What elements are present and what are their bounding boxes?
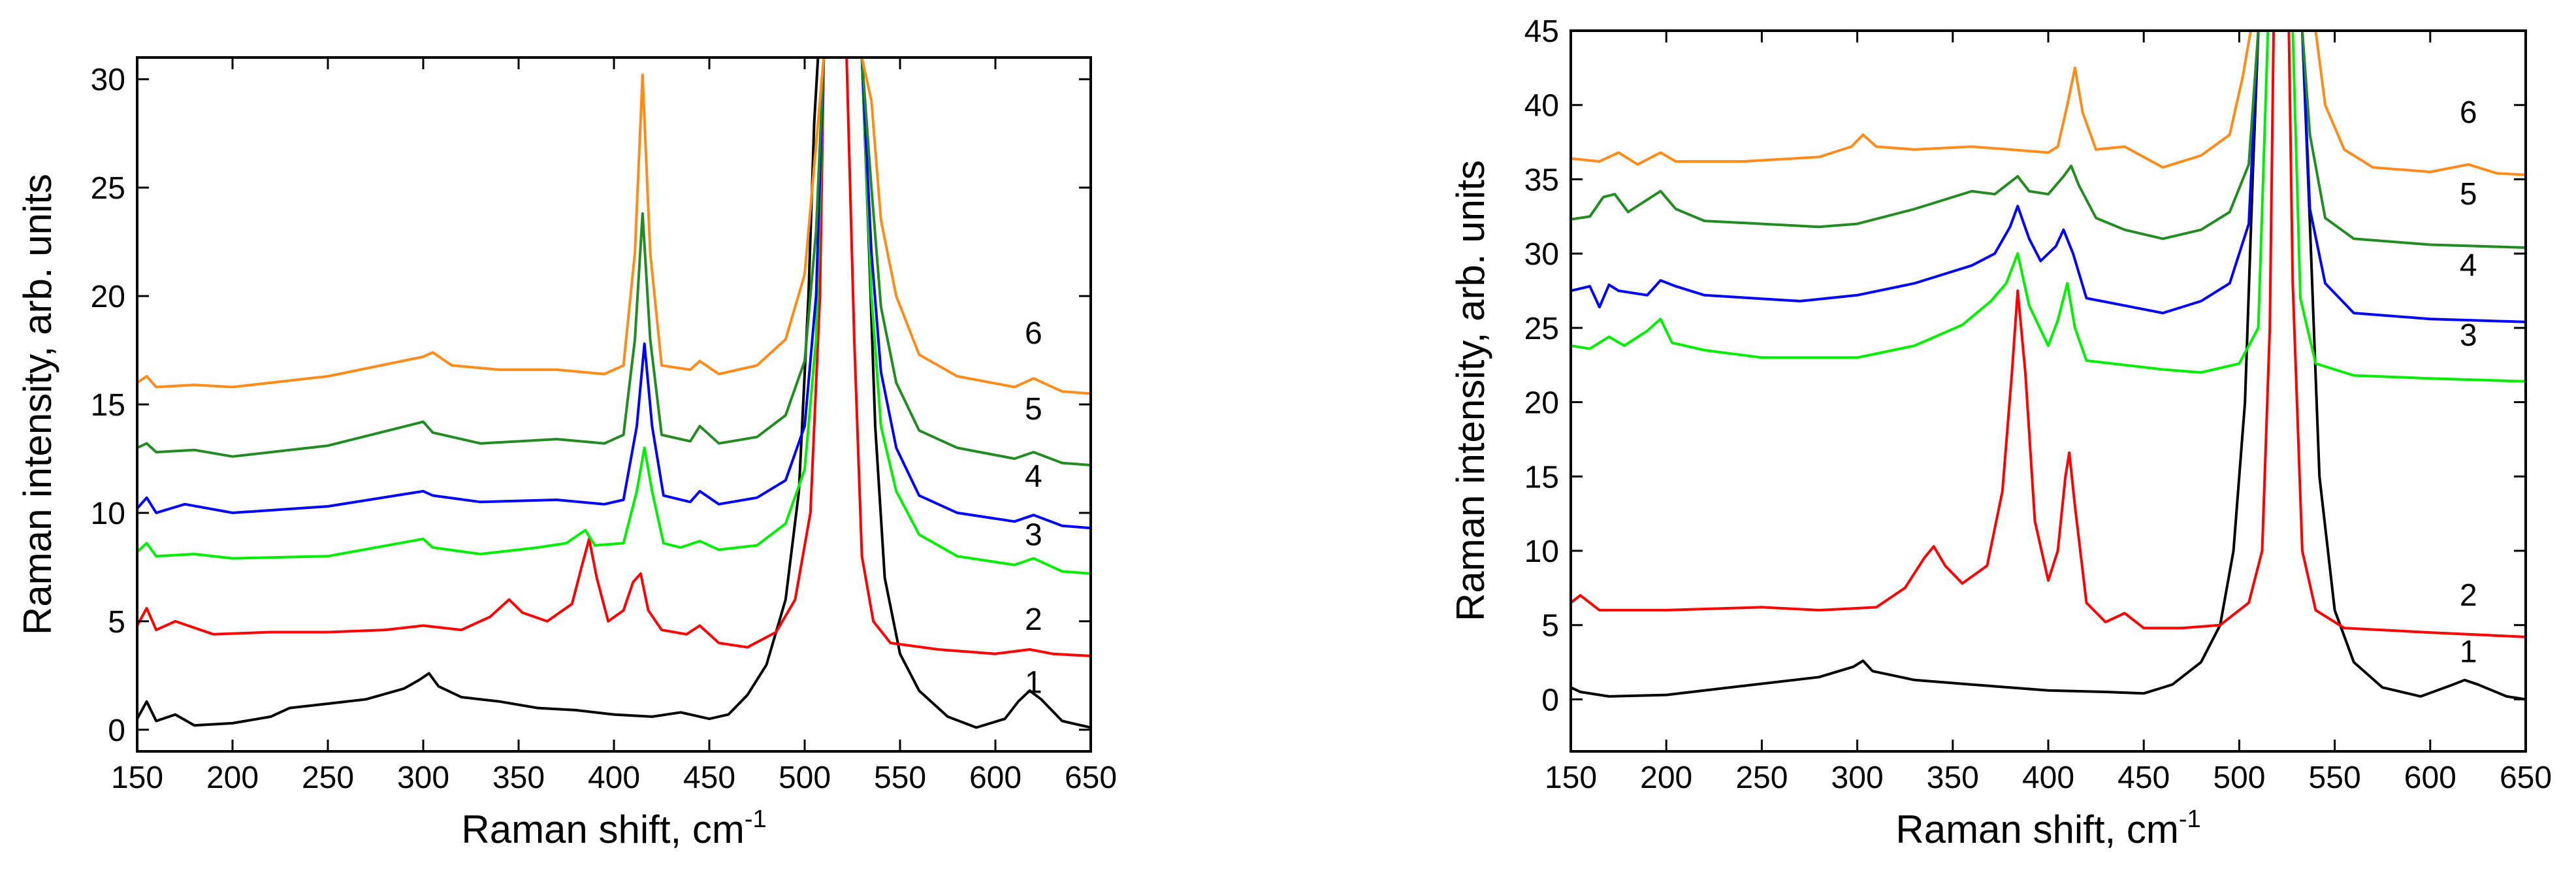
y-tick-label-left-30: 30 [91,63,125,97]
y-tick-label-right-25: 25 [1524,312,1559,346]
x-tick-label-right-650: 650 [2500,761,2552,795]
chart-left: 150 200 250 300 350 400 450 500 550 600 6500510152… [16,56,1117,851]
x-tick-label-right-450: 450 [2117,761,2170,795]
series-left-1 [137,57,1091,729]
x-tick-label-right-300: 300 [1831,761,1884,795]
y-tick-label-right-45: 45 [1524,14,1559,49]
y-axis-title-right: Raman intensity, arb. units [1449,160,1492,621]
series-right-5 [1571,31,2526,249]
curve-labels-right: 1 2 3 4 5 6 [2460,95,2477,670]
ticks-left: 150 200 250 300 350 400 450 500 550 600 6500510152… [91,57,1117,795]
curve-label-left-5: 5 [1025,392,1042,427]
y-tick-label-right-0: 0 [1541,683,1559,717]
y-tick-label-left-25: 25 [91,171,125,206]
curve-label-right-1: 1 [2460,635,2477,670]
y-tick-label-right-30: 30 [1524,237,1559,272]
ticks-right: 150 200 250 300 350 400 450 500 550 600 6500510152… [1524,14,2552,795]
y-tick-label-right-5: 5 [1541,609,1559,644]
curve-label-left-6: 6 [1025,316,1042,351]
series-left-6 [137,57,1091,395]
x-tick-label-left-650: 650 [1065,761,1117,795]
x-axis-title-right: Raman shift, cm-1 [1895,806,2200,851]
curve-label-right-5: 5 [2460,177,2477,212]
y-axis-title-left: Raman intensity, arb. units [16,174,59,635]
x-tick-label-right-250: 250 [1735,761,1788,795]
x-tick-label-left-300: 300 [397,761,449,795]
curve-label-left-2: 2 [1025,602,1042,637]
series-right-2 [1571,31,2526,638]
x-axis-title-left: Raman shift, cm-1 [461,806,766,851]
curve-labels-left: 1 2 3 4 5 6 [1025,316,1042,700]
series-right-6 [1571,31,2526,176]
curve-label-left-1: 1 [1025,665,1042,700]
series-group-right [1571,31,2526,701]
series-left-4 [137,57,1091,530]
series-left-5 [137,57,1091,467]
x-tick-label-right-150: 150 [1545,761,1597,795]
y-tick-label-left-10: 10 [91,497,125,531]
chart-right: 150 200 250 300 350 400 450 500 550 600 6500510152… [1449,14,2552,851]
x-tick-label-right-550: 550 [2309,761,2361,795]
curve-label-right-6: 6 [2460,95,2477,130]
y-tick-label-left-5: 5 [108,605,125,640]
series-group-left [137,57,1091,729]
x-tick-label-left-200: 200 [206,761,259,795]
x-tick-label-left-250: 250 [302,761,354,795]
series-right-4 [1571,31,2526,323]
x-tick-label-left-550: 550 [874,761,926,795]
curve-label-right-2: 2 [2460,578,2477,613]
x-tick-label-right-350: 350 [1927,761,1979,795]
x-tick-label-left-400: 400 [588,761,640,795]
plot-frame-right [1570,29,2527,753]
x-tick-label-left-500: 500 [779,761,831,795]
y-tick-label-right-35: 35 [1524,163,1559,197]
curve-label-right-3: 3 [2460,318,2477,353]
y-tick-label-right-15: 15 [1524,460,1559,495]
plot-frame-left [136,56,1092,753]
x-tick-label-right-600: 600 [2404,761,2456,795]
y-tick-label-right-40: 40 [1524,89,1559,123]
y-tick-label-left-0: 0 [108,713,125,748]
y-tick-label-left-20: 20 [91,280,125,314]
x-tick-label-left-150: 150 [111,761,163,795]
x-tick-label-right-500: 500 [2213,761,2265,795]
y-tick-label-right-10: 10 [1524,534,1559,569]
x-tick-label-left-450: 450 [683,761,735,795]
x-tick-label-right-400: 400 [2022,761,2074,795]
y-tick-label-left-15: 15 [91,388,125,423]
y-tick-label-right-20: 20 [1524,386,1559,421]
series-left-3 [137,57,1091,575]
x-tick-label-left-350: 350 [492,761,545,795]
curve-label-left-3: 3 [1025,518,1042,553]
series-right-1 [1571,31,2526,701]
series-left-2 [137,57,1091,657]
curve-label-left-4: 4 [1025,459,1042,494]
series-right-3 [1571,31,2526,383]
x-tick-label-right-200: 200 [1640,761,1692,795]
x-tick-label-left-600: 600 [969,761,1022,795]
curve-label-right-4: 4 [2460,248,2477,283]
